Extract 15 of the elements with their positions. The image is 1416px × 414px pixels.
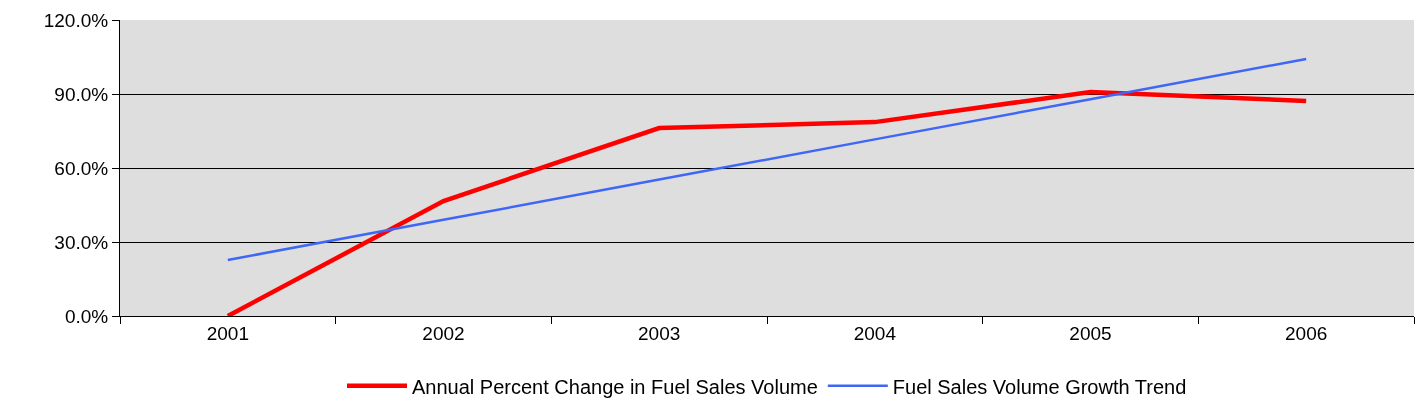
x-tick-label: 2003 — [638, 322, 681, 344]
y-tick-label: 0.0% — [64, 305, 109, 327]
legend-label: Annual Percent Change in Fuel Sales Volume — [412, 375, 818, 398]
x-tick-label: 2005 — [1069, 322, 1112, 344]
y-tick-label: 120.0% — [43, 9, 109, 31]
x-tick-label: 2006 — [1285, 322, 1328, 344]
line-series — [226, 57, 1308, 262]
legend-label: Fuel Sales Volume Growth Trend — [892, 375, 1187, 398]
x-tick-label: 2004 — [853, 322, 897, 344]
y-tick-label: 90.0% — [54, 83, 109, 105]
x-tick-label: 2002 — [422, 322, 465, 344]
y-tick-label: 30.0% — [54, 231, 109, 253]
line-series — [225, 89, 1309, 316]
x-tick-label: 2001 — [206, 322, 249, 344]
y-tick-label: 60.0% — [54, 157, 109, 179]
